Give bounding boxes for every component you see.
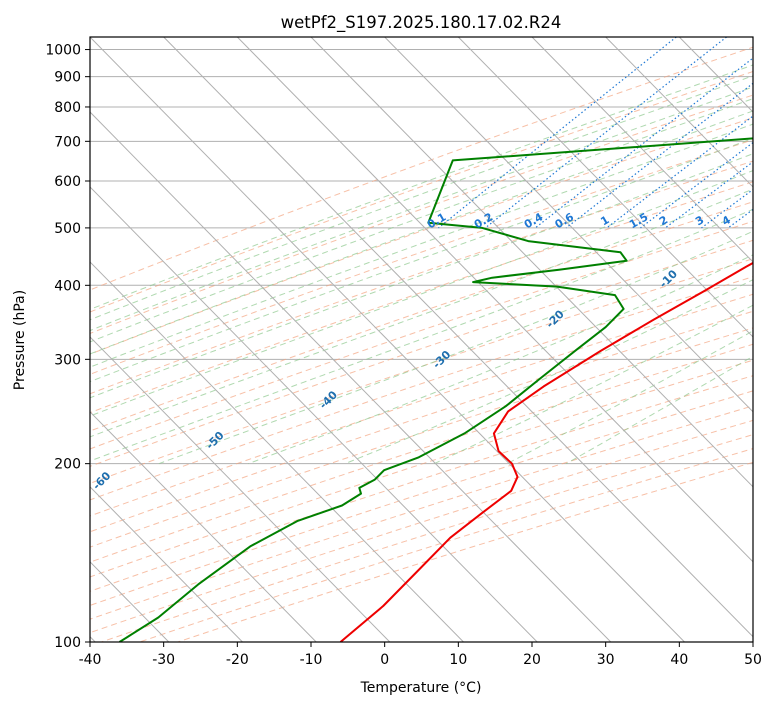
moist-adiabat: [90, 153, 753, 399]
mixing-ratio-label: 1: [598, 213, 611, 228]
isotherm-line: [384, 37, 753, 413]
isotherm-line: [90, 411, 317, 642]
moist-adiabat: [90, 75, 753, 321]
temperature-profile-line: [339, 261, 753, 642]
isotherm-line: [90, 486, 243, 642]
y-axis: 100 200 300 400 500 600 700 800 900 1000: [45, 43, 90, 651]
y-tick-label: 900: [54, 70, 81, 86]
isotherm-line: [163, 37, 753, 638]
mixing-ratio-label: 4: [720, 213, 733, 228]
mixing-ratio-lines: [438, 37, 775, 229]
isotherms: [90, 37, 753, 642]
x-tick-label: 30: [597, 652, 615, 668]
y-tick-label: 700: [54, 134, 81, 150]
x-tick-label: -40: [79, 652, 102, 668]
moist-adiabat: [90, 64, 753, 310]
isotherm-line: [90, 37, 685, 642]
dry-adiabat: [90, 327, 753, 548]
moist-adiabat: [506, 330, 753, 465]
y-axis-title: Pressure (hPa): [12, 290, 28, 390]
line-labels: 0.1 0.2 0.4 0.6 1 1.5 2 3 4-60-50-40-30-20-10: [90, 210, 733, 492]
moist-adiabat: [90, 98, 753, 343]
isotherm-line: [90, 111, 612, 642]
mixing-ratio-line: [484, 37, 727, 229]
mixing-ratio-line: [664, 161, 753, 229]
dry-adiabat: [90, 70, 753, 313]
moist-adiabat: [90, 137, 753, 383]
dry-adiabat: [90, 160, 753, 395]
x-tick-label: 20: [523, 652, 541, 668]
dry-adiabat: [90, 139, 753, 375]
dry-adiabat: [90, 201, 753, 432]
x-tick-label: 50: [744, 652, 762, 668]
x-tick-label: 10: [449, 652, 467, 668]
dewpoint-profile-line: [118, 137, 753, 642]
isotherm-label: -40: [317, 388, 340, 411]
y-tick-label: 400: [54, 278, 81, 294]
moist-adiabat: [433, 304, 753, 465]
dry-adiabat: [90, 258, 753, 484]
moist-adiabat: [90, 170, 753, 417]
dry-adiabat: [90, 310, 753, 533]
isotherm-label: -50: [203, 429, 226, 452]
y-tick-label: 500: [54, 221, 81, 237]
isotherm-line: [678, 37, 753, 113]
x-tick-label: 0: [380, 652, 389, 668]
isotherm-line: [90, 261, 464, 642]
moist-adiabat: [158, 230, 753, 465]
x-tick-label: 40: [670, 652, 688, 668]
moist-adiabats: [90, 64, 753, 465]
dry-adiabat: [177, 461, 753, 642]
y-tick-label: 1000: [45, 43, 81, 59]
plot-area: [90, 37, 775, 642]
profile-series: [118, 137, 753, 642]
dry-adiabat: [90, 419, 753, 634]
isotherm-line: [457, 37, 753, 338]
plot-frame: [89, 36, 754, 643]
mixing-ratio-line: [767, 37, 775, 228]
y-tick-label: 100: [54, 635, 81, 651]
dry-adiabat: [90, 276, 753, 501]
mixing-ratio-line: [701, 188, 753, 229]
x-tick-label: -10: [300, 652, 323, 668]
isotherm-label: -30: [430, 348, 453, 371]
moist-adiabat: [90, 208, 753, 462]
y-tick-label: 300: [54, 352, 81, 368]
mixing-ratio-line: [534, 57, 753, 229]
mixing-ratio-label: 2: [657, 213, 670, 228]
isotherm-line: [605, 37, 753, 188]
isotherm-line: [90, 186, 538, 642]
isotherm-label: -10: [657, 267, 680, 290]
isotherm-label: -60: [90, 469, 113, 492]
isotherm-line: [310, 37, 753, 488]
dry-adiabat: [90, 239, 753, 467]
isotherm-line: [90, 336, 391, 642]
dry-adiabat: [90, 94, 753, 335]
moist-adiabat: [248, 254, 753, 465]
moist-adiabat: [90, 110, 753, 355]
moist-adiabat: [90, 86, 753, 332]
y-tick-label: 200: [54, 457, 81, 473]
x-axis: -40 -30 -20 -10 0 10 20 30 40 50: [79, 642, 762, 668]
isotherm-line: [236, 37, 753, 563]
mixing-ratio-line: [565, 82, 753, 229]
x-axis-title: Temperature (°C): [360, 680, 482, 696]
y-tick-label: 600: [54, 174, 81, 190]
x-tick-label: -20: [226, 652, 249, 668]
dry-adiabat: [90, 181, 753, 414]
isotherm-label: -20: [544, 307, 567, 330]
x-tick-label: -30: [152, 652, 175, 668]
pressure-gridlines: [90, 49, 753, 642]
mixing-ratio-line: [438, 37, 677, 229]
chart-title: wetPf2_S197.2025.180.17.02.R24: [281, 13, 562, 33]
dry-adiabat: [101, 434, 753, 642]
y-tick-label: 800: [54, 100, 81, 116]
isotherm-line: [531, 37, 753, 263]
moist-adiabat: [90, 123, 753, 368]
mixing-ratio-label: 3: [693, 213, 706, 228]
isotherm-line: [752, 37, 753, 38]
dry-adiabat: [90, 220, 753, 450]
mixing-ratio-line: [640, 141, 753, 229]
